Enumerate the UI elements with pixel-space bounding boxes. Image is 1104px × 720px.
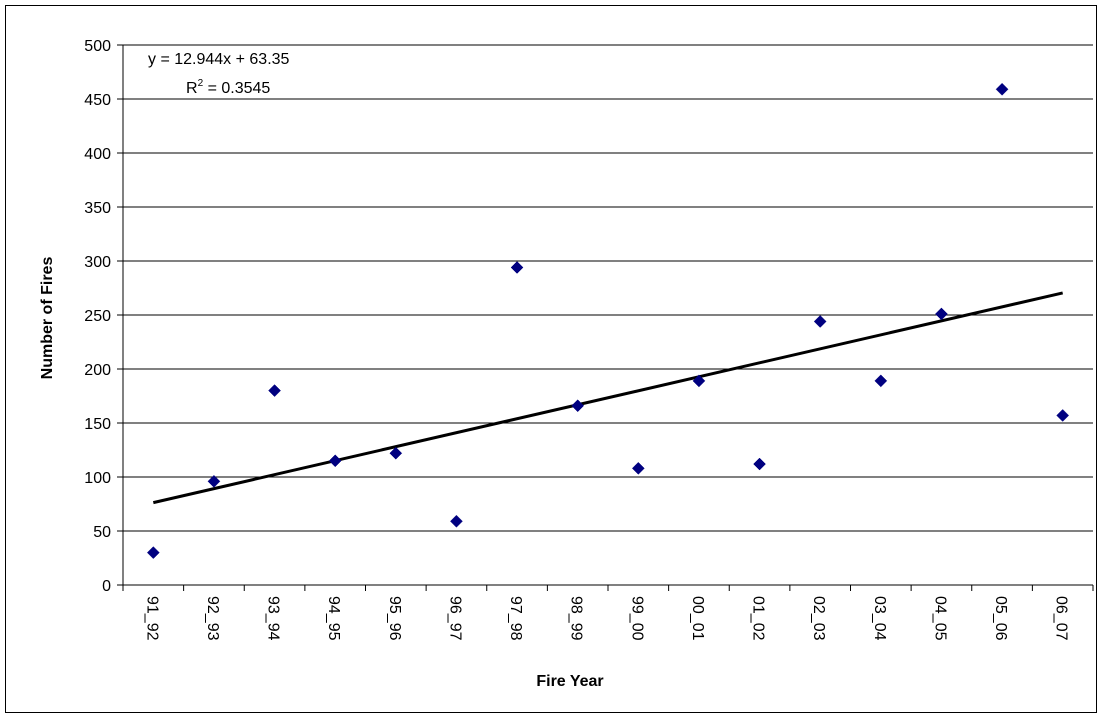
x-tick-label: 94_95 — [325, 596, 342, 641]
y-tick-label: 50 — [93, 524, 111, 541]
data-point — [268, 384, 281, 397]
x-tick-label: 02_03 — [810, 596, 827, 641]
data-point — [995, 82, 1009, 96]
axes — [117, 44, 1094, 591]
trendline — [152, 291, 1064, 505]
r-squared-value: = 0.3545 — [203, 80, 270, 97]
data-point — [692, 374, 706, 388]
x-tick-label: 97_98 — [507, 596, 524, 641]
x-tick-label: 92_93 — [204, 596, 221, 641]
data-point — [450, 514, 463, 528]
x-tick-label: 00_01 — [689, 596, 706, 641]
data-point — [1056, 409, 1070, 422]
data-point — [207, 474, 221, 488]
gridlines — [123, 44, 1093, 532]
x-tick-label: 06_07 — [1053, 596, 1070, 641]
x-tick-label: 91_92 — [143, 596, 160, 641]
y-tick-label: 450 — [84, 92, 111, 109]
data-point — [146, 546, 160, 559]
y-tick-label: 200 — [84, 362, 111, 379]
data-point — [571, 399, 585, 413]
y-tick-label: 500 — [84, 38, 111, 55]
y-tick-label: 350 — [84, 200, 111, 217]
y-tick-label: 100 — [84, 470, 111, 487]
data-point — [935, 307, 948, 321]
data-point — [631, 462, 645, 475]
x-tick-label: 01_02 — [750, 596, 767, 641]
x-tick-label: 04_05 — [931, 596, 948, 641]
y-tick-labels: 0 50 100 150 200 250 300 350 400 450 500 — [84, 38, 111, 595]
x-tick-label: 05_06 — [992, 596, 1009, 641]
data-point — [813, 315, 827, 328]
y-tick-label: 300 — [84, 254, 111, 271]
r-squared-prefix: R — [186, 80, 198, 97]
data-point — [874, 374, 888, 388]
trendline-group — [152, 291, 1064, 505]
y-tick-label: 250 — [84, 308, 111, 325]
y-axis-title: Number of Fires — [39, 257, 56, 380]
x-tick-label: 98_99 — [568, 596, 585, 641]
x-tick-labels: 91_92 92_93 93_94 94_95 95_96 96_97 97_98 98_99… — [143, 596, 1069, 641]
x-tick-label: 96_97 — [446, 596, 463, 641]
data-point — [510, 261, 524, 274]
x-tick-label: 93_94 — [265, 596, 282, 641]
r-squared-superscript: 2 — [198, 78, 204, 89]
x-tick-label: 03_04 — [871, 596, 888, 641]
data-point — [389, 446, 403, 460]
x-axis-title: Fire Year — [536, 673, 603, 690]
x-tick-label: 95_96 — [386, 596, 403, 641]
data-point — [328, 454, 342, 468]
trendline-equation: y = 12.944x + 63.35 — [148, 51, 290, 68]
r-squared-label: R2 = 0.3545 — [186, 78, 270, 97]
y-tick-label: 0 — [102, 578, 111, 595]
data-point — [753, 457, 766, 471]
x-tick-label: 99_00 — [628, 596, 645, 641]
chart-frame — [5, 5, 1097, 713]
y-tick-label: 150 — [84, 416, 111, 433]
y-tick-label: 400 — [84, 146, 111, 163]
data-points — [146, 82, 1070, 559]
